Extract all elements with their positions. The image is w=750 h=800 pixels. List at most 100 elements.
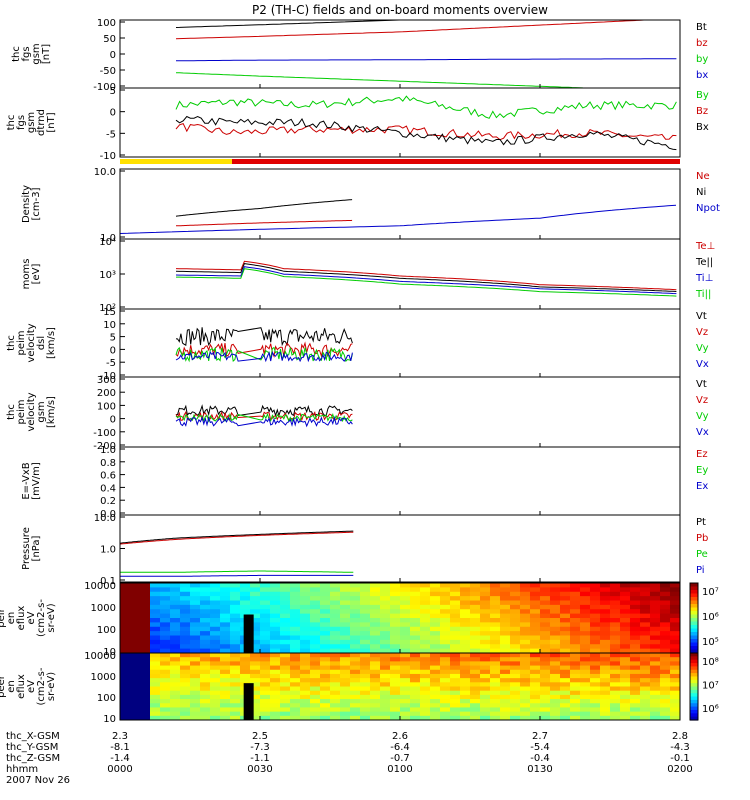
heatmap-cell [250,618,261,623]
heatmap-cell [120,686,131,692]
heatmap-cell [610,613,621,619]
heatmap-cell [640,707,651,713]
heatmap-cell [360,604,371,610]
heatmap-cell [170,622,181,628]
heatmap-cell [500,657,511,662]
heatmap-cell [590,591,601,597]
heatmap-cell [410,604,421,610]
heatmap-cell [390,618,401,623]
heatmap-cell [130,711,141,717]
heatmap-cell [310,715,321,720]
panel-frame [119,168,681,240]
heatmap-cell [370,678,381,683]
heatmap-cell [500,707,511,713]
heatmap-cell [260,639,271,645]
heatmap-cell [360,699,371,704]
heatmap-cell [520,661,531,667]
heatmap-cell [260,669,271,675]
x-tick-value: 2.7 [532,731,548,742]
heatmap-cell [380,644,391,650]
heatmap-cell [320,631,331,637]
heatmap-cell [260,644,271,650]
heatmap-cell [140,609,151,615]
heatmap-cell [280,669,291,675]
heatmap-cell [630,657,641,662]
heatmap-cell [550,699,561,704]
heatmap-cell [260,673,271,679]
heatmap-cell [500,596,511,602]
heatmap-cell [540,665,551,671]
heatmap-cell [490,661,501,667]
heatmap-cell [370,609,381,615]
heatmap-cell [150,635,161,641]
heatmap-cell [540,694,551,700]
heatmap-cell [430,596,441,602]
heatmap-cell [610,626,621,632]
heatmap-cell [600,596,611,602]
heatmap-cell [340,678,351,683]
heatmap-cell [670,604,680,610]
heatmap-cell [300,682,311,688]
heatmap-cell [460,686,471,692]
series-group [175,404,353,428]
heatmap-cell [360,657,371,662]
heatmap-cell [410,673,421,679]
heatmap-cell [490,618,501,623]
x-tick-value: -1.1 [250,753,270,764]
heatmap-cell [480,673,491,679]
y-axis-label: peer [0,674,7,698]
heatmap-cell [660,596,671,602]
legend-ex: Ex [696,481,708,492]
y-axis-label: sr-eV) [46,603,57,632]
heatmap-cell [160,609,171,615]
heatmap-cell [230,711,241,717]
heatmap-cell [610,600,621,606]
heatmap-cell [280,639,291,645]
heatmap-cell [630,613,641,619]
heatmap-cell [660,626,671,632]
heatmap-cell [180,631,191,637]
heatmap-cell [580,648,591,653]
heatmap-cell [650,678,661,683]
heatmap-cell [290,711,301,717]
heatmap-cell [630,690,641,696]
heatmap-cell [470,661,481,667]
heatmap-cell [240,587,251,593]
heatmap-cell [400,711,411,717]
heatmap-cell [450,600,461,606]
heatmap-cell [300,604,311,610]
heatmap-cell [160,613,171,619]
heatmap-cell [480,648,491,653]
heatmap-cell [540,591,551,597]
heatmap-cell [350,703,361,709]
heatmap-cell [330,635,341,641]
heatmap-cell [660,648,671,653]
colorbar-cell [690,646,698,651]
heatmap-cell [410,587,421,593]
series-pe-line [120,570,354,573]
heatmap-cell [570,583,581,588]
heatmap-cell [360,596,371,602]
heatmap-cell [450,665,461,671]
heatmap-cell [600,699,611,704]
heatmap-cell [130,587,141,593]
heatmap-cell [270,583,281,588]
heatmap-cell [230,626,241,632]
heatmap-cell [610,715,621,720]
heatmap-cell [410,707,421,713]
heatmap-cell [520,678,531,683]
heatmap-cell [440,657,451,662]
heatmap-cell [420,673,431,679]
heatmap-cell [450,648,461,653]
heatmap-cell [230,644,241,650]
heatmap-cell [340,711,351,717]
xrow-label: thc_X-GSM [6,731,60,742]
heatmap-cell [260,587,271,593]
heatmap-cell [200,665,211,671]
heatmap-cell [310,639,321,645]
heatmap-cell [600,631,611,637]
heatmap-cell [220,604,231,610]
y-axis-label: eflux [16,674,27,699]
heatmap-cell [450,604,461,610]
heatmap-cell [130,604,141,610]
